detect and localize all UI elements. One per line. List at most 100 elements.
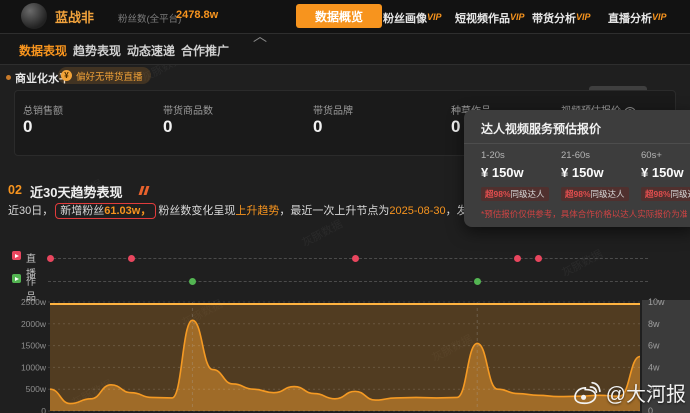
live-icon: [12, 251, 21, 260]
quote-price: ¥ 150w: [481, 165, 524, 180]
quote-disclaimer: *预估报价仅供参考，具体合作价格以达人实际报价为准*: [481, 209, 687, 219]
vip-badge: VIP: [510, 12, 525, 22]
chevron-up-icon: ︿: [253, 28, 267, 44]
tab-data-performance[interactable]: 数据表现: [19, 44, 68, 58]
quote-price: ¥ 150w: [561, 165, 604, 180]
metric-label: 带货商品数: [163, 106, 213, 117]
peer-rank-percent: 超98%: [645, 189, 671, 199]
summary-text: 粉丝数变化呈现: [158, 205, 236, 217]
divider: [464, 143, 690, 144]
tab-cooperation[interactable]: 合作推广: [181, 44, 230, 58]
peer-rank-percent: 超98%: [485, 189, 511, 199]
work-event-dot: [473, 277, 481, 285]
svg-text:10w: 10w: [648, 297, 665, 307]
svg-text:2000w: 2000w: [21, 319, 47, 329]
credit-watermark: @大河报: [573, 378, 686, 407]
peer-rank-text: 同级达人: [510, 189, 545, 199]
event-track-line: [48, 281, 648, 282]
annotation-red-box: 新增粉丝61.03w，: [55, 203, 157, 219]
vip-badge: VIP: [576, 12, 591, 22]
tab-activity-feed[interactable]: 动态速递: [127, 44, 176, 58]
event-track-line: [48, 258, 648, 259]
works-icon: [12, 274, 21, 283]
peer-rank-percent: 超98%: [565, 189, 591, 199]
preference-badge: ¥ 偏好无带货直播: [58, 67, 151, 84]
nav-tab-fans-portrait[interactable]: 粉丝画像VIP: [383, 10, 442, 26]
vip-badge: VIP: [652, 12, 667, 22]
legend-works-label: 作品: [26, 277, 36, 303]
svg-text:2500w: 2500w: [21, 297, 47, 307]
metric-value: 0: [313, 117, 323, 136]
summary-text: ，最近一次上升节点为: [279, 205, 390, 217]
trend-direction: 上升趋势: [235, 205, 280, 217]
fans-count-value: 2478.8w: [176, 9, 219, 21]
nav-tab-label: 直播分析: [608, 13, 652, 25]
top-header-bar: 蓝战非 粉丝数(全平台) 2478.8w 数据概览 粉丝画像VIP 短视频作品V…: [0, 0, 690, 33]
svg-text:8w: 8w: [648, 319, 660, 329]
video-quote-popup: 达人视频服务预估报价 1-20s ¥ 150w 超98% 同级达人 21-60s …: [464, 110, 690, 227]
nav-tab-commerce-analysis[interactable]: 带货分析VIP: [532, 10, 591, 26]
section-number: 02: [8, 183, 22, 197]
nav-tab-label: 粉丝画像: [383, 13, 427, 25]
legend-live-label: 直播: [26, 254, 36, 280]
peer-rank-badge: 超98%同级达人: [641, 187, 690, 201]
live-event-dot: [46, 254, 54, 262]
svg-text:4w: 4w: [648, 362, 660, 372]
username: 蓝战非: [55, 10, 95, 25]
summary-text: 新增粉丝: [60, 205, 105, 217]
svg-text:2w: 2w: [648, 384, 660, 394]
credit-label: @大河报: [605, 384, 686, 406]
nav-tab-live-analysis[interactable]: 直播分析VIP: [608, 10, 667, 26]
nav-tab-label: 带货分析: [532, 13, 576, 25]
peer-rank-badge: 超98%同级达人: [561, 187, 629, 201]
work-event-dot: [188, 277, 196, 285]
live-event-dot: [514, 254, 522, 262]
metric-label: 总销售额: [23, 106, 63, 117]
svg-text:1500w: 1500w: [21, 341, 47, 351]
quote-item: 60s+ ¥ 150w 超98%同级达人: [641, 150, 690, 202]
peer-rank-badge: 超98%同级达人: [481, 187, 549, 201]
nav-tab-label: 数据概览: [314, 9, 363, 24]
svg-text:1000w: 1000w: [21, 362, 47, 372]
live-event-dot: [127, 254, 135, 262]
metric-value: 0: [23, 117, 33, 136]
peer-rank-text: 同级达人: [670, 189, 690, 199]
quote-price: ¥ 150w: [641, 165, 684, 180]
new-fans-value: 61.03w，: [104, 205, 152, 217]
quote-item: 21-60s ¥ 150w 超98% 同级达人: [561, 150, 641, 202]
nav-tab-data-overview[interactable]: 数据概览: [296, 4, 382, 28]
sub-tab-bar: 数据表现 趋势表现 动态速递 合作推广: [0, 33, 690, 65]
quote-duration: 1-20s: [481, 150, 505, 161]
rise-date: 2025-08-30: [389, 205, 446, 217]
coin-icon: ¥: [61, 70, 72, 81]
preference-badge-label: 偏好无带货直播: [76, 71, 143, 83]
svg-text:500w: 500w: [26, 384, 47, 394]
nav-tab-short-videos[interactable]: 短视频作品VIP: [455, 10, 525, 26]
metric-value: 0: [163, 117, 173, 136]
trend-chart: 2500w 10w 2000w 8w 1500w 6w 1000w 4w 500w 2w 0 0 直播…: [0, 248, 690, 413]
metric-value: 0: [451, 117, 461, 136]
quote-duration: 60s+: [641, 150, 662, 161]
svg-text:0: 0: [648, 406, 653, 413]
svg-text:6w: 6w: [648, 341, 660, 351]
popup-title: 达人视频服务预估报价: [481, 122, 602, 136]
weibo-icon: [573, 381, 601, 404]
vip-badge: VIP: [427, 12, 442, 22]
metric-label: 带货品牌: [313, 106, 353, 117]
trend-chart-plot: 2500w 10w 2000w 8w 1500w 6w 1000w 4w 500w 2w 0 0: [21, 297, 690, 413]
live-event-dot: [351, 254, 359, 262]
tab-trend-performance[interactable]: 趋势表现: [73, 44, 122, 58]
fans-count-label: 粉丝数(全平台): [118, 14, 182, 25]
section-title-commercial: 商业化水平: [15, 73, 70, 85]
quote-item: 1-20s ¥ 150w 超98% 同级达人: [481, 150, 561, 202]
quote-duration: 21-60s: [561, 150, 591, 161]
svg-text:0: 0: [41, 406, 46, 413]
peer-rank-text: 同级达人: [590, 189, 625, 199]
trend-decoration-icon: [138, 186, 150, 195]
summary-text: 近30日，: [8, 205, 54, 217]
section-bullet-icon: [6, 75, 11, 80]
nav-tab-label: 短视频作品: [455, 13, 510, 25]
section-title-trend: 近30天趋势表现: [30, 185, 123, 200]
avatar[interactable]: [21, 3, 47, 29]
